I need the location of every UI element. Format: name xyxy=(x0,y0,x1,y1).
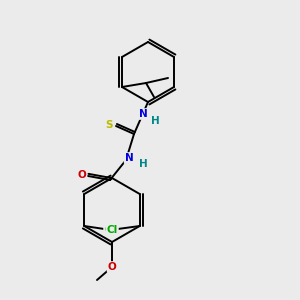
Text: N: N xyxy=(124,153,134,163)
Text: H: H xyxy=(139,159,147,169)
Text: Cl: Cl xyxy=(104,225,115,235)
Text: S: S xyxy=(105,120,113,130)
Text: Cl: Cl xyxy=(107,225,118,235)
Text: O: O xyxy=(78,170,86,180)
Text: N: N xyxy=(139,109,147,119)
Text: H: H xyxy=(151,116,159,126)
Text: O: O xyxy=(108,262,116,272)
